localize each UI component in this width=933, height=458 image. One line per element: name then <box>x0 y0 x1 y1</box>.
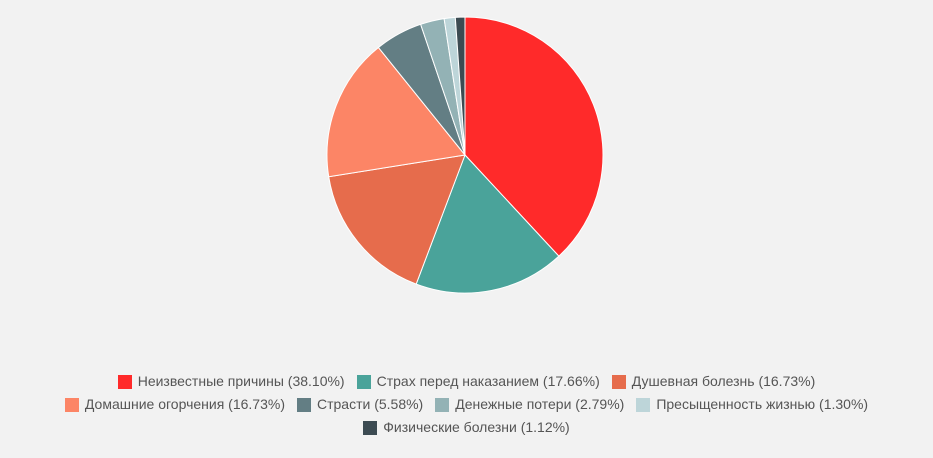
legend-label: Неизвестные причины (38.10%) <box>137 373 345 389</box>
legend-label: Страх перед наказанием (17.66%) <box>376 373 600 389</box>
pie-slice-2[interactable] <box>328 154 466 285</box>
legend-swatch <box>296 397 311 412</box>
legend-row: Физические болезни (1.12%) <box>0 416 933 439</box>
legend-row: Домашние огорчения (16.73%) Страсти (5.5… <box>0 393 933 416</box>
pie-slice-7[interactable] <box>454 16 466 156</box>
legend-swatch <box>435 397 450 412</box>
legend-label: Домашние огорчения (16.73%) <box>84 396 285 412</box>
legend-swatch <box>363 420 378 435</box>
legend-swatch <box>611 374 626 389</box>
pie-slice-3[interactable] <box>326 46 466 178</box>
pie-chart <box>326 16 604 294</box>
pie-slice-0[interactable] <box>464 16 604 257</box>
legend-swatch <box>117 374 132 389</box>
legend-item[interactable]: Неизвестные причины (38.10%) <box>117 370 345 393</box>
legend-item[interactable]: Денежные потери (2.79%) <box>435 393 624 416</box>
legend-swatch <box>636 397 651 412</box>
pie-slice-1[interactable] <box>415 154 560 294</box>
legend-label: Денежные потери (2.79%) <box>455 396 625 412</box>
legend-item[interactable]: Домашние огорчения (16.73%) <box>64 393 285 416</box>
legend-swatch <box>64 397 79 412</box>
legend: Неизвестные причины (38.10%) Страх перед… <box>0 370 933 439</box>
legend-item[interactable]: Страсти (5.58%) <box>296 393 424 416</box>
legend-label: Страсти (5.58%) <box>316 396 424 412</box>
legend-item[interactable]: Физические болезни (1.12%) <box>363 416 570 439</box>
legend-item[interactable]: Душевная болезнь (16.73%) <box>611 370 816 393</box>
legend-item[interactable]: Пресыщенность жизнью (1.30%) <box>636 393 868 416</box>
legend-swatch <box>356 374 371 389</box>
legend-item[interactable]: Страх перед наказанием (17.66%) <box>356 370 600 393</box>
legend-label: Физические болезни (1.12%) <box>383 419 570 435</box>
legend-label: Душевная болезнь (16.73%) <box>631 373 816 389</box>
legend-label: Пресыщенность жизнью (1.30%) <box>656 396 869 412</box>
legend-row: Неизвестные причины (38.10%) Страх перед… <box>0 370 933 393</box>
